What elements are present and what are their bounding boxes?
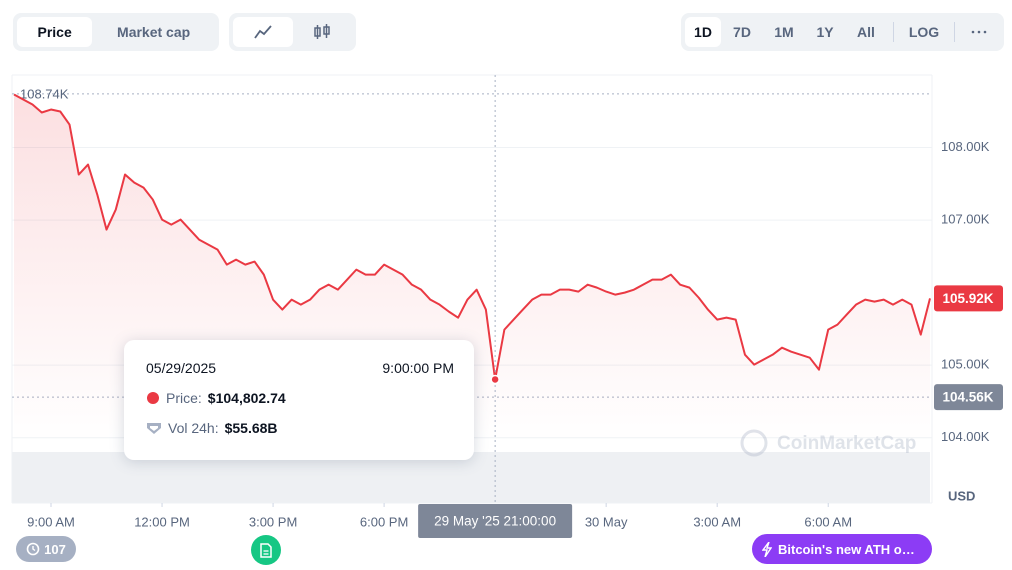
volume-icon [147,423,161,434]
news-text: Bitcoin's new ATH o… [778,541,915,557]
tab-group: Price Market cap [13,13,219,51]
tooltip-volume: $55.68B [224,420,278,436]
candle-icon [314,24,330,39]
chart-style-group [229,13,356,51]
y-tick-label: 107.00K [941,212,990,227]
range-button[interactable]: 1D [685,17,721,47]
crosshair-label: 29 May '25 21:00:00 [434,514,556,529]
clock-icon [26,542,40,556]
range-button[interactable]: 7D [733,24,751,40]
crosshair-point [490,374,500,385]
x-tick-label: 3:00 AM [693,514,741,529]
bolt-icon [762,541,772,557]
history-badge[interactable]: 107 [16,536,76,562]
y-tick-label: 104.00K [941,429,990,444]
low-price-label: 104.56K [942,390,993,405]
crosshair-label-box [418,504,573,538]
x-tick-label: 12:00 PM [134,514,190,529]
document-icon [260,542,272,558]
tab-button[interactable]: Market cap [117,24,191,40]
history-count: 107 [44,541,66,557]
more-icon [971,30,987,34]
y-tick-label: 105.00K [941,357,990,372]
news-badge[interactable]: Bitcoin's new ATH o… [752,534,932,564]
tooltip-volume-row: Vol 24h: $55.68B [146,420,278,436]
more-button[interactable] [961,17,997,47]
tooltip: 05/29/2025 9:00:00 PM Price: $104,802.74… [124,340,474,460]
log-button[interactable]: LOG [908,24,940,40]
last-price-box [934,285,1003,312]
candle-style-button[interactable] [293,17,353,47]
tooltip-time: 9:00:00 PM [382,360,454,376]
document-badge[interactable] [251,535,281,565]
tab-button[interactable]: Price [17,17,93,47]
x-tick-label: 6:00 PM [360,514,408,529]
y-unit-label: USD [948,488,975,503]
x-tick-label: 3:00 PM [249,514,297,529]
tooltip-date: 05/29/2025 [146,360,216,376]
x-tick-label: 30 May [585,514,628,529]
line-icon [254,25,272,39]
low-price-box [934,384,1003,411]
range-group: 1D 7D 1M 1Y All LOG [681,13,1004,51]
tooltip-price-label: Price: [166,390,202,406]
x-tick-label: 9:00 AM [27,514,75,529]
range-button[interactable]: All [857,24,875,40]
range-button[interactable]: 1M [774,24,794,40]
tooltip-price: $104,802.74 [207,390,286,406]
last-price-label: 105.92K [942,291,993,306]
line-style-button[interactable] [233,17,293,47]
separator [954,22,955,42]
separator [893,22,894,42]
price-line [13,93,931,381]
tooltip-time-text: 9:00:00 PM [382,360,454,376]
high-label: 108.74K [20,86,69,101]
tooltip-volume-label: Vol 24h: [168,420,219,436]
tooltip-date-text: 05/29/2025 [146,360,217,376]
tooltip-price-row: Price: $104,802.74 [146,390,286,406]
price-dot [147,392,159,404]
x-tick-label: 6:00 AM [804,514,852,529]
y-tick-label: 108.00K [941,139,990,154]
range-button[interactable]: 1Y [816,24,834,40]
